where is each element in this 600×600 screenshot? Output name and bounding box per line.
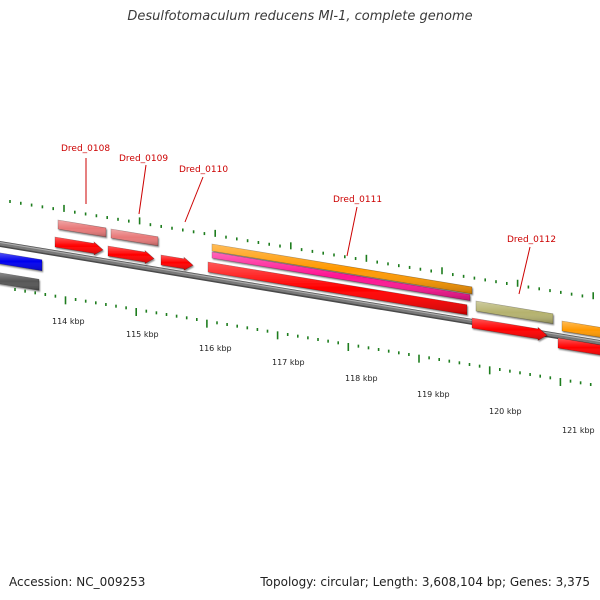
feature-track xyxy=(0,219,600,356)
blue-prev-shade xyxy=(0,252,42,271)
orange-dred-0111 xyxy=(211,243,473,295)
cds-dred-0108 xyxy=(54,236,104,256)
gene-label-dred-0109[interactable]: Dred_0109 xyxy=(119,154,168,164)
gene-dred-0112-shade xyxy=(476,301,553,324)
ruler-label-116-kbp: 116 kbp xyxy=(199,344,232,353)
orange-dred-0111-shade xyxy=(212,244,472,294)
callout-line xyxy=(346,206,358,257)
ruler-label-119-kbp: 119 kbp xyxy=(417,390,450,399)
callout-line xyxy=(518,246,531,295)
ruler-label-120-kbp: 120 kbp xyxy=(489,407,522,416)
gene-dred-0109-shade xyxy=(111,229,158,246)
ruler-label-121-kbp: 121 kbp xyxy=(562,426,595,435)
cds-dred-0111-shade xyxy=(208,262,467,315)
grey-prev xyxy=(0,272,40,291)
gene-dred-0108-shade xyxy=(58,220,106,237)
outer-ruler-ticks xyxy=(9,200,595,300)
cds-dred-0111 xyxy=(207,261,468,316)
gene-label-dred-0108[interactable]: Dred_0108 xyxy=(61,144,110,154)
gene-dred-0108 xyxy=(57,219,107,238)
gene-label-dred-0112[interactable]: Dred_0112 xyxy=(507,235,556,245)
cds-dred-0109 xyxy=(107,245,155,265)
cds-dred-0112 xyxy=(471,317,548,341)
ruler-label-114-kbp: 114 kbp xyxy=(52,317,85,326)
ruler-labels: 114 kbp 115 kbp 116 kbp 117 kbp 118 kbp … xyxy=(52,317,595,435)
cds-next xyxy=(557,337,600,356)
cds-dred-0112-shade xyxy=(472,318,547,341)
pink-dred-0111-shade xyxy=(212,252,470,301)
accession-text: Accession: NC_009253 xyxy=(9,575,146,589)
orange-next-shade xyxy=(562,321,600,338)
gene-label-dred-0110[interactable]: Dred_0110 xyxy=(179,165,228,175)
cds-next-shade xyxy=(558,338,600,355)
cds-dred-0110-shade xyxy=(161,255,193,271)
gene-dred-0109 xyxy=(110,228,159,247)
ruler-label-118-kbp: 118 kbp xyxy=(345,374,378,383)
callout-line xyxy=(138,164,147,215)
orange-next xyxy=(561,320,600,338)
gene-labels: Dred_0108 Dred_0109 Dred_0110 Dred_0111 … xyxy=(61,144,556,245)
page-title: Desulfotomaculum reducens MI-1, complete… xyxy=(127,9,473,24)
cds-dred-0109-shade xyxy=(108,246,154,264)
grey-prev-shade xyxy=(0,272,39,291)
pink-dred-0111 xyxy=(211,251,471,301)
callout-line xyxy=(184,176,204,223)
gene-label-dred-0111[interactable]: Dred_0111 xyxy=(333,195,382,205)
gene-dred-0112 xyxy=(475,300,554,325)
cds-dred-0108-shade xyxy=(55,237,103,255)
gene-callout-lines xyxy=(85,158,531,295)
genome-summary-text: Topology: circular; Length: 3,608,104 bp… xyxy=(260,575,590,589)
ruler-label-115-kbp: 115 kbp xyxy=(126,330,159,339)
blue-prev xyxy=(0,252,43,272)
inner-ruler-ticks xyxy=(14,288,592,386)
ruler-label-117-kbp: 117 kbp xyxy=(272,358,305,367)
cds-dred-0110 xyxy=(160,254,194,271)
